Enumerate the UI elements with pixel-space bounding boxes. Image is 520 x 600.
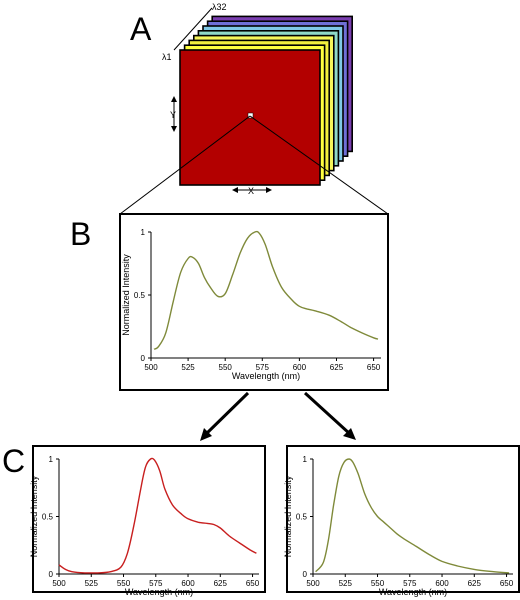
x-tick-label: 650 (246, 579, 260, 588)
x-tick-label: 575 (149, 579, 163, 588)
spectral-image-stack (179, 15, 353, 186)
chart-frame (119, 213, 389, 391)
x-tick-label: 500 (52, 579, 66, 588)
panel-label-b: B (70, 216, 91, 252)
x-tick-label: 525 (181, 363, 195, 372)
x-tick-label: 525 (339, 579, 353, 588)
y-tick-label: 0.5 (296, 513, 308, 522)
chart-frame (32, 445, 266, 593)
spectrum-line (315, 458, 510, 574)
panel-label-a: A (130, 11, 152, 47)
y-tick-label: 0 (49, 570, 54, 579)
image-slice (179, 49, 321, 186)
spectrum-chart-c-left: 500 525 550 575 600 625 650 0 0.5 1 Wavelength (nm… (29, 445, 266, 597)
spectrum-chart-c-right: 500 525 550 575 600 625 650 0 0.5 1 Wavelength (nm… (283, 445, 520, 597)
y-tick-label: 1 (303, 455, 308, 464)
spectrum-chart-b: 500 525 550 575 600 625 650 0 0.5 1 Wavelength (nm… (119, 213, 389, 391)
x-axis-label: X (248, 186, 254, 196)
x-tick-label: 550 (117, 579, 131, 588)
x-arrow (232, 187, 272, 193)
lambda-axis-line (173, 7, 213, 51)
x-axis-title: Wavelength (nm) (232, 371, 300, 381)
x-tick-label: 625 (214, 579, 228, 588)
spectrum-line (153, 230, 379, 350)
x-tick-label: 550 (371, 579, 385, 588)
y-tick-label: 0.5 (134, 291, 146, 300)
panel-label-c: C (2, 443, 25, 479)
y-tick-label: 0.5 (42, 513, 54, 522)
x-tick-label: 575 (256, 363, 270, 372)
y-axis-title: Normalized Intensity (121, 254, 131, 336)
y-axis-title: Normalized Intensity (283, 475, 293, 557)
y-axis-title: Normalized Intensity (29, 475, 39, 557)
lambda-last-label: λ32 (212, 2, 227, 12)
x-tick-label: 625 (468, 579, 482, 588)
arrow-to-c-left (200, 391, 250, 441)
y-tick-label: 1 (49, 455, 54, 464)
x-tick-label: 650 (500, 579, 514, 588)
x-tick-label: 550 (219, 363, 233, 372)
y-axis-label: Y (170, 110, 176, 120)
zoom-line-right (249, 115, 389, 215)
x-tick-label: 625 (330, 363, 344, 372)
chart-frame (286, 445, 520, 593)
x-axis-title: Wavelength (nm) (379, 587, 447, 597)
y-tick-label: 0 (303, 570, 308, 579)
x-tick-label: 600 (181, 579, 195, 588)
arrow-to-c-right (303, 391, 356, 440)
y-tick-label: 0 (141, 354, 146, 363)
spectrum-line (58, 457, 257, 574)
x-tick-label: 600 (293, 363, 307, 372)
x-tick-label: 650 (367, 363, 381, 372)
x-tick-label: 525 (85, 579, 99, 588)
x-tick-label: 500 (306, 579, 320, 588)
x-tick-label: 600 (435, 579, 449, 588)
selected-pixel (247, 112, 254, 119)
lambda-first-label: λ1 (162, 52, 172, 62)
y-arrow (171, 96, 177, 132)
x-tick-label: 575 (403, 579, 417, 588)
x-axis-title: Wavelength (nm) (125, 587, 193, 597)
x-tick-label: 500 (144, 363, 158, 372)
zoom-line-left (119, 115, 251, 215)
y-tick-label: 1 (141, 228, 146, 237)
